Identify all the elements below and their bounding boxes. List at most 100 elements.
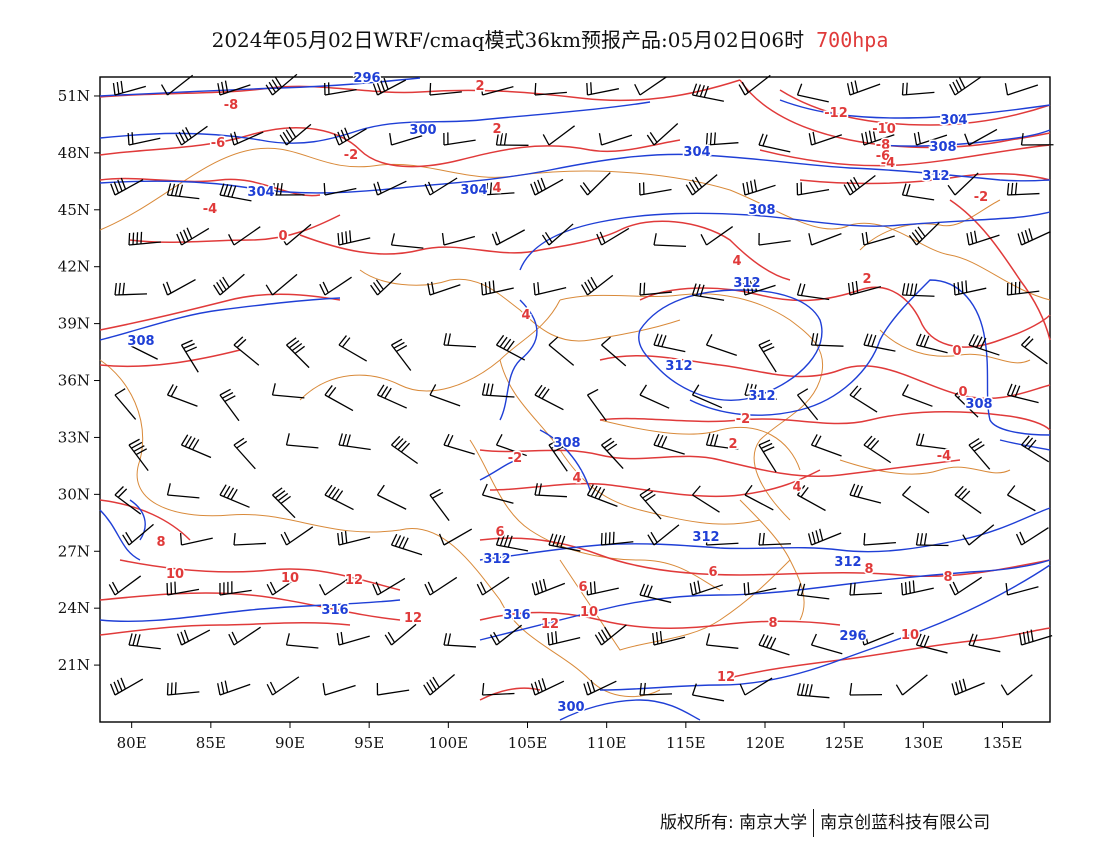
barb-feather (582, 182, 591, 193)
wind-barb (1021, 335, 1048, 365)
barb-feather (742, 183, 746, 196)
wind-barb (796, 283, 830, 301)
barb-feather (180, 434, 189, 446)
barb-staff (324, 89, 357, 96)
wind-barb (110, 177, 144, 196)
temperature-label: 2 (862, 272, 871, 287)
barb-feather (224, 395, 236, 403)
barb-feather (760, 342, 773, 349)
barb-staff (128, 444, 149, 472)
barb-feather (184, 435, 192, 447)
barb-feather (389, 133, 393, 146)
barb-feather (426, 681, 434, 693)
barb-feather (324, 385, 333, 396)
wind-barb (384, 623, 417, 646)
wind-barb (443, 633, 476, 648)
barb-feather (861, 133, 865, 146)
barb-feather (140, 231, 143, 244)
barb-staff (128, 644, 161, 650)
barb-staff (272, 73, 298, 96)
barb-feather (692, 485, 701, 496)
barb-feather (863, 532, 866, 546)
barb-feather (608, 532, 611, 545)
barb-staff (796, 394, 819, 421)
wind-barb (738, 74, 771, 96)
barb-feather (424, 183, 431, 196)
wind-barb (265, 73, 298, 96)
wind-barb (1019, 629, 1053, 646)
barb-feather (601, 629, 609, 641)
barb-staff (587, 172, 611, 196)
barb-staff (916, 344, 948, 354)
wind-barb (810, 333, 844, 347)
temperature-label: 10 (166, 567, 184, 582)
barb-staff (219, 589, 252, 596)
barb-staff (706, 644, 739, 649)
barb-staff (167, 74, 194, 96)
barb-feather (849, 683, 853, 696)
barb-feather (973, 444, 985, 452)
barb-feather (495, 434, 503, 446)
barb-feather (480, 83, 484, 96)
wind-barb (796, 83, 829, 103)
barb-staff (863, 134, 895, 146)
barb-staff (272, 676, 300, 696)
wind-barb (691, 384, 723, 409)
barb-staff (233, 344, 260, 366)
lat-tick-label: 45N (58, 201, 90, 219)
temperature-label: 10 (281, 571, 299, 586)
barb-feather (285, 433, 290, 446)
temperature-line (619, 220, 791, 281)
barb-staff (548, 223, 574, 246)
barb-feather (904, 582, 908, 595)
barb-staff (482, 86, 514, 96)
barb-feather (693, 581, 697, 594)
barb-feather (895, 684, 904, 696)
wind-barb (372, 577, 406, 596)
barb-feather (915, 633, 922, 646)
barb-staff (377, 577, 406, 596)
lat-tick-label: 30N (58, 485, 90, 503)
barb-feather (233, 131, 239, 144)
barb-feather (709, 132, 712, 145)
barb-feather (868, 130, 873, 143)
barb-staff (324, 187, 357, 196)
barb-feather (760, 442, 773, 449)
barb-feather (709, 433, 715, 446)
barb-feather (971, 441, 983, 449)
barb-feather (808, 233, 813, 246)
barb-staff (797, 494, 826, 512)
barb-staff (744, 394, 777, 400)
barb-feather (372, 583, 379, 596)
wind-barb (583, 679, 617, 696)
temperature-label: 8 (864, 562, 873, 577)
wind-barb (376, 682, 410, 696)
barb-feather (530, 683, 536, 696)
wind-barb (581, 274, 614, 296)
temperature-line (489, 469, 821, 498)
temperature-line (599, 410, 1051, 431)
wind-barb (438, 528, 473, 546)
barb-feather (166, 281, 172, 294)
wind-barb (548, 336, 575, 366)
barb-feather (804, 683, 809, 696)
barb-feather (390, 533, 398, 546)
barb-feather (691, 179, 700, 191)
barb-feather (853, 176, 861, 189)
barb-feather (961, 490, 971, 501)
barb-staff (429, 284, 461, 296)
wind-barb (424, 576, 458, 596)
wind-barb (286, 337, 310, 369)
wind-barb (954, 485, 982, 514)
border-line (839, 459, 1011, 475)
wind-barb (180, 339, 199, 373)
wind-barb (807, 528, 842, 546)
wind-barb (646, 123, 679, 146)
temperature-line (299, 229, 621, 255)
height-line (559, 699, 701, 721)
barb-feather (854, 80, 859, 93)
barb-feather (700, 234, 708, 246)
temperature-label: 0 (958, 385, 967, 400)
barb-staff (744, 677, 773, 696)
barb-feather (380, 386, 389, 397)
